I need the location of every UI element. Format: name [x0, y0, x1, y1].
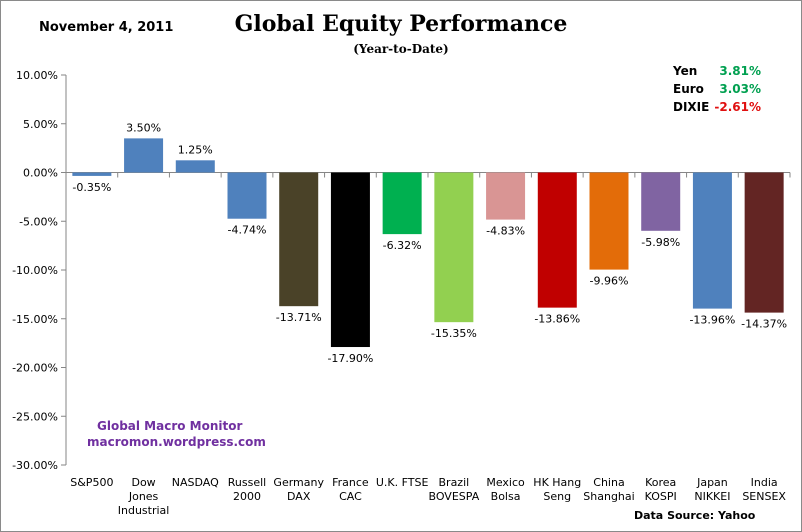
y-tick-label: -10.00% — [12, 264, 58, 277]
bar — [537, 172, 577, 308]
y-tick-label: -5.00% — [19, 215, 58, 228]
category-label-line: Japan — [696, 476, 728, 489]
data-label: -0.35% — [72, 181, 111, 194]
data-label: -15.35% — [431, 327, 477, 340]
data-label: -6.32% — [383, 239, 422, 252]
bar — [330, 172, 370, 348]
currency-name: Yen — [673, 64, 698, 78]
category-label-line: Seng — [543, 490, 571, 503]
category-label-line: Industrial — [118, 504, 170, 517]
data-label: -13.96% — [689, 314, 735, 327]
category-label-line: BOVESPA — [428, 490, 479, 503]
category-label-line: DAX — [287, 490, 311, 503]
category-label: NASDAQ — [172, 476, 219, 489]
data-label: 1.25% — [178, 143, 213, 156]
watermark: Global Macro Monitor macromon.wordpress.… — [87, 418, 266, 450]
bar — [175, 160, 215, 173]
category-label-line: Jones — [128, 490, 159, 503]
category-label-line: Russell — [228, 476, 266, 489]
data-label: -9.96% — [590, 275, 629, 288]
category-label-line: U.K. FTSE — [376, 476, 429, 489]
category-label: Brazil BOVESPA — [428, 476, 479, 503]
data-label: -13.71% — [276, 311, 322, 324]
y-tick-label: -20.00% — [12, 362, 58, 375]
category-label-line: S&P500 — [70, 476, 113, 489]
currency-value: -2.61% — [714, 100, 761, 114]
category-label-line: KOSPI — [645, 490, 677, 503]
category-label-line: Korea — [645, 476, 676, 489]
data-source: Data Source: Yahoo — [634, 509, 756, 522]
category-label-line: Dow — [131, 476, 155, 489]
currency-value: 3.81% — [719, 64, 761, 78]
category-label: Mexico Bolsa — [486, 476, 525, 503]
category-label-line: SENSEX — [742, 490, 786, 503]
bar — [434, 172, 474, 323]
currency-name: Euro — [673, 82, 704, 96]
category-label-line: Brazil — [439, 476, 470, 489]
currency-name: DIXIE — [673, 100, 710, 114]
bar — [641, 172, 681, 231]
data-label: -13.86% — [534, 313, 580, 326]
chart-subtitle: (Year-to-Date) — [353, 42, 449, 56]
category-label: Russell 2000 — [228, 476, 266, 503]
category-label: China Shanghai — [583, 476, 634, 503]
bar — [124, 138, 164, 173]
y-tick-label: 0.00% — [23, 167, 58, 180]
category-label: U.K. FTSE — [376, 476, 429, 489]
y-tick-label: -30.00% — [12, 459, 58, 472]
y-tick-label: -15.00% — [12, 313, 58, 326]
category-label: Korea KOSPI — [645, 476, 677, 503]
date-label: November 4, 2011 — [39, 20, 174, 35]
y-tick-label: 5.00% — [23, 118, 58, 131]
chart-title: Global Equity Performance — [234, 11, 568, 37]
category-label-line: CAC — [339, 490, 362, 503]
y-tick-label: -25.00% — [12, 410, 58, 423]
bar — [589, 172, 629, 270]
category-label-line: China — [593, 476, 624, 489]
watermark-line-1: Global Macro Monitor — [97, 419, 243, 433]
category-label: S&P500 — [70, 476, 113, 489]
data-label: -14.37% — [741, 318, 787, 331]
category-label-line: Shanghai — [583, 490, 634, 503]
bar — [279, 172, 319, 307]
data-label: -4.83% — [486, 225, 525, 238]
category-label-line: NIKKEI — [694, 490, 730, 503]
category-label: Germany DAX — [273, 476, 324, 503]
data-label: -17.90% — [327, 352, 373, 365]
category-label-line: Germany — [273, 476, 324, 489]
watermark-line-2: macromon.wordpress.com — [87, 435, 266, 449]
bar — [227, 172, 267, 219]
data-label: -4.74% — [228, 224, 267, 237]
category-label: France CAC — [332, 476, 369, 503]
category-label: HK Hang Seng — [533, 476, 581, 503]
category-label: Japan NIKKEI — [694, 476, 730, 503]
data-label: 3.50% — [126, 121, 161, 134]
bar — [382, 172, 422, 235]
category-label-line: NASDAQ — [172, 476, 219, 489]
category-label-line: India — [751, 476, 778, 489]
category-label-line: France — [332, 476, 369, 489]
currency-value: 3.03% — [719, 82, 761, 96]
category-label: India SENSEX — [742, 476, 786, 503]
y-tick-label: 10.00% — [16, 69, 58, 82]
bar — [486, 172, 526, 220]
bar — [72, 172, 112, 176]
category-label-line: Bolsa — [491, 490, 521, 503]
category-label-line: 2000 — [233, 490, 261, 503]
category-label-line: Mexico — [486, 476, 525, 489]
category-label-line: HK Hang — [533, 476, 581, 489]
data-label: -5.98% — [641, 236, 680, 249]
bar — [692, 172, 732, 309]
category-label: Dow Jones Industrial — [118, 476, 170, 517]
bar — [744, 172, 784, 313]
